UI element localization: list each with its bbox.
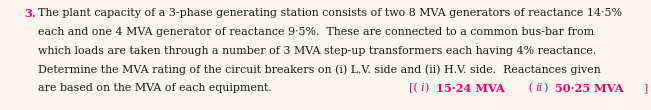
Text: i: i (421, 83, 424, 93)
Text: ]: ] (643, 83, 648, 93)
Text: 50·25 MVA: 50·25 MVA (555, 83, 624, 94)
Text: [(: [( (409, 83, 418, 94)
Text: are based on the MVA of each equipment.: are based on the MVA of each equipment. (38, 83, 271, 93)
Text: ): ) (425, 83, 434, 94)
Text: which loads are taken through a number of 3 MVA step-up transformers each having: which loads are taken through a number o… (38, 46, 596, 56)
Text: The plant capacity of a 3-phase generating station consists of two 8 MVA generat: The plant capacity of a 3-phase generati… (38, 8, 622, 18)
Text: ii: ii (535, 83, 542, 93)
Text: 3.: 3. (25, 8, 36, 19)
Text: each and one 4 MVA generator of reactance 9·5%.  These are connected to a common: each and one 4 MVA generator of reactanc… (38, 27, 594, 37)
Text: 15·24 MVA: 15·24 MVA (436, 83, 505, 94)
Text: (: ( (525, 83, 533, 94)
Text: Determine the MVA rating of the circuit breakers on (i) L.V. side and (ii) H.V. : Determine the MVA rating of the circuit … (38, 65, 600, 75)
Text: ): ) (544, 83, 553, 94)
